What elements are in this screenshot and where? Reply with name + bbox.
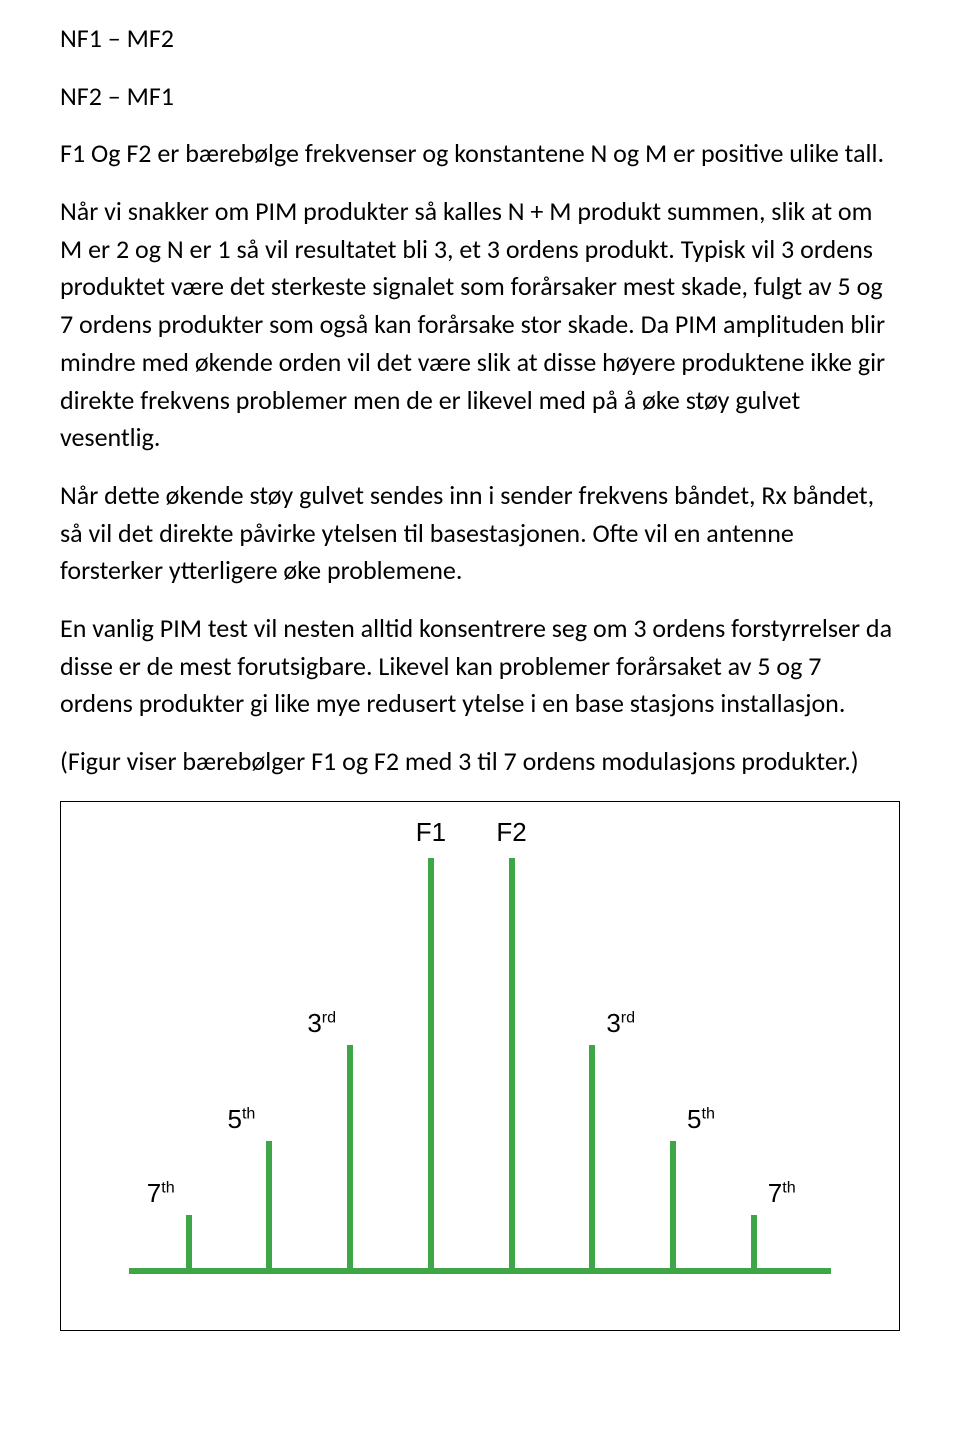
label-7th-left: 7th xyxy=(147,1178,175,1209)
bar-7th-left xyxy=(186,1215,192,1273)
label-5th-left: 5th xyxy=(227,1104,255,1135)
label-7th-right: 7th xyxy=(768,1178,796,1209)
bar-F1 xyxy=(428,858,434,1274)
bar-3rd-left xyxy=(347,1045,353,1274)
paragraph-1: F1 Og F2 er bærebølge frekvenser og kons… xyxy=(60,135,900,173)
label-F1: F1 xyxy=(416,817,446,848)
label-5th-right: 5th xyxy=(687,1104,715,1135)
pim-chart: 7th 5th 3rd F1 F2 3rd 5th 7th xyxy=(60,801,900,1331)
paragraph-3: Når dette økende støy gulvet sendes inn … xyxy=(60,477,900,590)
bar-F2 xyxy=(509,858,515,1274)
bar-5th-left xyxy=(266,1141,272,1274)
paragraph-4: En vanlig PIM test vil nesten alltid kon… xyxy=(60,610,900,723)
equation-1: NF1 – MF2 xyxy=(60,20,900,58)
label-F2: F2 xyxy=(496,817,526,848)
chart-baseline xyxy=(129,1268,831,1274)
equation-2: NF2 – MF1 xyxy=(60,78,900,116)
chart-area: 7th5th3rdF1F23rd5th7th xyxy=(129,858,831,1274)
label-3rd-left: 3rd xyxy=(307,1008,336,1039)
bar-7th-right xyxy=(751,1215,757,1273)
paragraph-5: (Figur viser bærebølger F1 og F2 med 3 t… xyxy=(60,743,900,781)
paragraph-2: Når vi snakker om PIM produkter så kalle… xyxy=(60,193,900,457)
bar-3rd-right xyxy=(589,1045,595,1274)
bar-5th-right xyxy=(670,1141,676,1274)
label-3rd-right: 3rd xyxy=(606,1008,635,1039)
